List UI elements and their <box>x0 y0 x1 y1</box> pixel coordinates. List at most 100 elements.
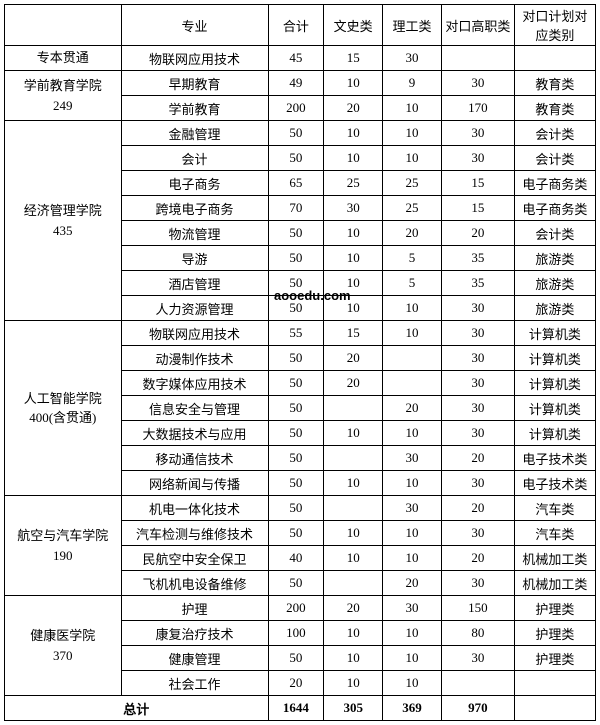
total-lib: 305 <box>324 696 383 721</box>
cell-major: 健康管理 <box>121 646 268 671</box>
cell-plan: 护理类 <box>514 621 595 646</box>
cell-total: 50 <box>268 571 324 596</box>
cell-voc: 30 <box>441 346 514 371</box>
dept-cell: 专本贯通 <box>5 46 122 71</box>
cell-lib <box>324 396 383 421</box>
cell-sci: 10 <box>383 421 442 446</box>
cell-sci: 30 <box>383 46 442 71</box>
cell-voc: 30 <box>441 421 514 446</box>
cell-plan: 教育类 <box>514 96 595 121</box>
cell-lib: 25 <box>324 171 383 196</box>
col-plan: 对口计划对应类别 <box>514 5 595 46</box>
cell-lib: 20 <box>324 96 383 121</box>
cell-major: 大数据技术与应用 <box>121 421 268 446</box>
enrollment-table: 专业 合计 文史类 理工类 对口高职类 对口计划对应类别 专本贯通物联网应用技术… <box>4 4 596 721</box>
cell-plan: 汽车类 <box>514 521 595 546</box>
cell-total: 200 <box>268 96 324 121</box>
cell-plan: 护理类 <box>514 646 595 671</box>
cell-lib: 10 <box>324 121 383 146</box>
cell-lib: 15 <box>324 46 383 71</box>
cell-major: 动漫制作技术 <box>121 346 268 371</box>
dept-cell: 经济管理学院435 <box>5 121 122 321</box>
cell-lib: 10 <box>324 521 383 546</box>
cell-major: 学前教育 <box>121 96 268 121</box>
dept-line: 190 <box>53 548 73 563</box>
cell-sci: 10 <box>383 321 442 346</box>
cell-plan: 电子技术类 <box>514 471 595 496</box>
cell-voc: 30 <box>441 146 514 171</box>
cell-major: 物联网应用技术 <box>121 321 268 346</box>
cell-sci: 10 <box>383 146 442 171</box>
cell-lib: 30 <box>324 196 383 221</box>
total-row: 总计1644305369970 <box>5 696 596 721</box>
dept-line: 航空与汽车学院 <box>17 528 108 543</box>
cell-total: 50 <box>268 371 324 396</box>
cell-plan: 旅游类 <box>514 246 595 271</box>
cell-total: 50 <box>268 471 324 496</box>
cell-plan: 会计类 <box>514 221 595 246</box>
cell-total: 50 <box>268 246 324 271</box>
cell-plan: 会计类 <box>514 146 595 171</box>
cell-total: 50 <box>268 271 324 296</box>
col-sci: 理工类 <box>383 5 442 46</box>
cell-plan: 会计类 <box>514 121 595 146</box>
cell-lib: 10 <box>324 671 383 696</box>
dept-cell: 航空与汽车学院 190 <box>5 496 122 596</box>
cell-total: 50 <box>268 421 324 446</box>
cell-voc: 30 <box>441 571 514 596</box>
cell-plan: 计算机类 <box>514 396 595 421</box>
dept-line: 400(含贯通) <box>29 410 96 425</box>
cell-total: 50 <box>268 521 324 546</box>
cell-total: 65 <box>268 171 324 196</box>
cell-total: 45 <box>268 46 324 71</box>
cell-plan: 计算机类 <box>514 421 595 446</box>
cell-voc: 20 <box>441 446 514 471</box>
cell-plan: 计算机类 <box>514 321 595 346</box>
cell-sci: 30 <box>383 446 442 471</box>
dept-line: 经济管理学院 <box>24 203 102 218</box>
cell-voc: 20 <box>441 496 514 521</box>
col-dept <box>5 5 122 46</box>
cell-lib: 10 <box>324 221 383 246</box>
cell-major: 社会工作 <box>121 671 268 696</box>
table-row: 人工智能学院400(含贯通)物联网应用技术55151030计算机类 <box>5 321 596 346</box>
cell-voc: 170 <box>441 96 514 121</box>
cell-plan: 旅游类 <box>514 271 595 296</box>
cell-voc: 80 <box>441 621 514 646</box>
cell-major: 数字媒体应用技术 <box>121 371 268 396</box>
cell-sci: 10 <box>383 621 442 646</box>
cell-voc: 30 <box>441 396 514 421</box>
cell-lib: 15 <box>324 321 383 346</box>
cell-plan: 教育类 <box>514 71 595 96</box>
cell-lib <box>324 446 383 471</box>
cell-voc: 20 <box>441 546 514 571</box>
cell-lib: 10 <box>324 646 383 671</box>
cell-plan: 电子技术类 <box>514 446 595 471</box>
total-voc: 970 <box>441 696 514 721</box>
cell-lib: 20 <box>324 346 383 371</box>
cell-sci: 10 <box>383 521 442 546</box>
cell-voc: 15 <box>441 171 514 196</box>
dept-line: 370 <box>53 648 73 663</box>
cell-major: 电子商务 <box>121 171 268 196</box>
dept-line: 学前教育学院 <box>24 78 102 93</box>
cell-total: 20 <box>268 671 324 696</box>
cell-major: 会计 <box>121 146 268 171</box>
cell-voc <box>441 46 514 71</box>
cell-lib: 10 <box>324 421 383 446</box>
cell-voc: 30 <box>441 471 514 496</box>
cell-sci <box>383 346 442 371</box>
cell-major: 酒店管理 <box>121 271 268 296</box>
cell-lib: 10 <box>324 621 383 646</box>
table-row: 学前教育学院249早期教育4910930教育类 <box>5 71 596 96</box>
total-plan <box>514 696 595 721</box>
dept-line: 人工智能学院 <box>24 391 102 406</box>
cell-voc: 30 <box>441 296 514 321</box>
cell-plan: 护理类 <box>514 596 595 621</box>
cell-voc: 30 <box>441 121 514 146</box>
dept-line: 健康医学院 <box>30 628 95 643</box>
cell-sci: 10 <box>383 121 442 146</box>
cell-major: 导游 <box>121 246 268 271</box>
cell-major: 物联网应用技术 <box>121 46 268 71</box>
cell-sci: 9 <box>383 71 442 96</box>
